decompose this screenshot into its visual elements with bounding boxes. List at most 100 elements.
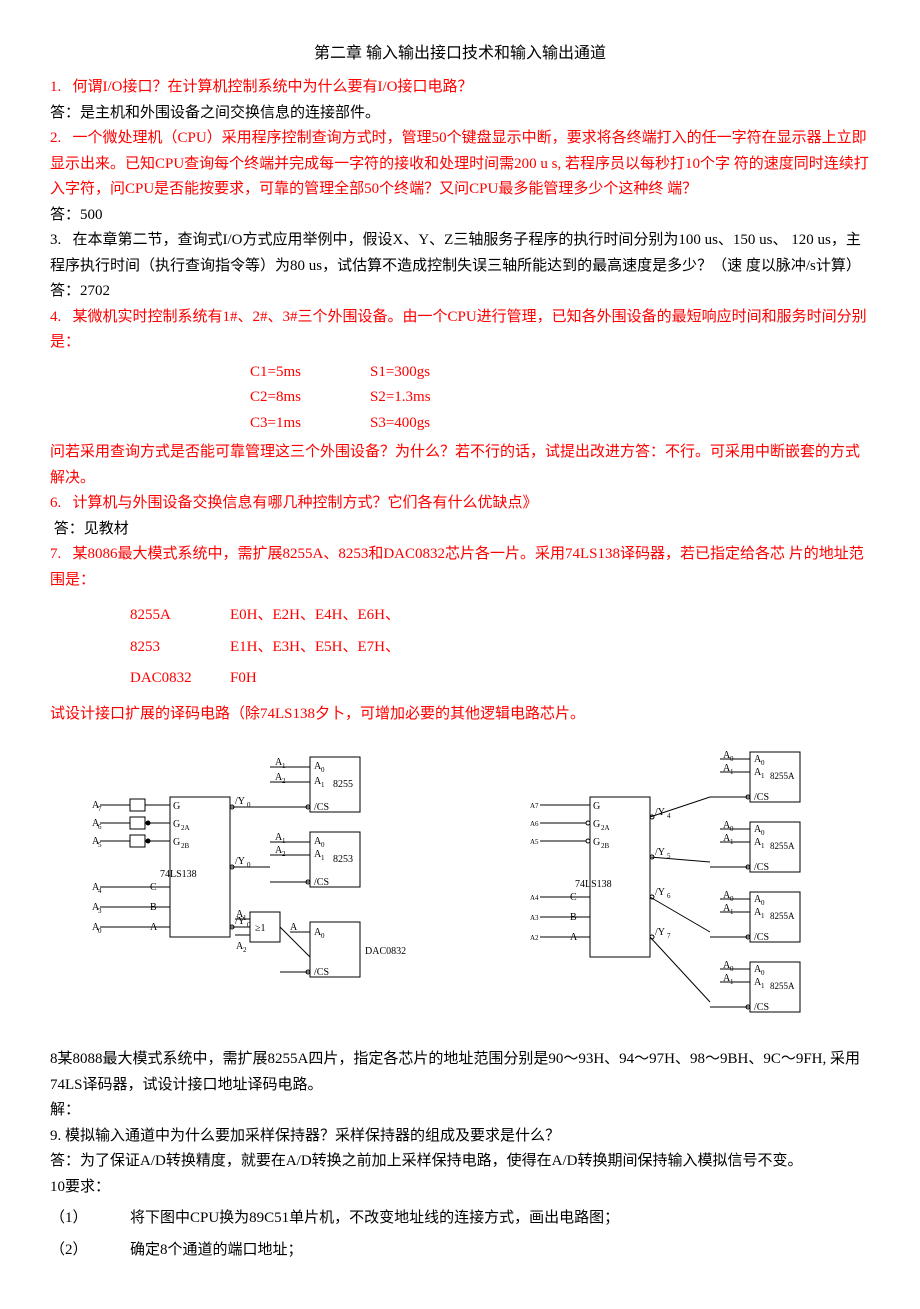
- svg-text:0: 0: [730, 825, 734, 833]
- svg-text:8255A: 8255A: [770, 981, 795, 991]
- q1: 1. 何谓I/O接口？在计算机控制系统中为什么要有I/O接口电路？: [50, 75, 870, 101]
- svg-text:/CS: /CS: [314, 877, 329, 888]
- list-item: （2） 确定8个通道的端口地址；: [50, 1238, 870, 1264]
- q6: 6. 计算机与外围设备交换信息有哪几种控制方式？它们各有什么优缺点》: [50, 491, 870, 517]
- svg-text:0: 0: [247, 921, 251, 929]
- addr-row: 8253 E1H、E3H、E5H、E7H、: [130, 635, 870, 661]
- svg-text:A2: A2: [530, 934, 539, 942]
- q2-ans-text: 500: [80, 207, 103, 223]
- svg-text:A7: A7: [530, 802, 539, 810]
- svg-text:/Y: /Y: [655, 847, 665, 858]
- q7-tail: 试设计接口扩展的译码电路（除74LS138夕卜，可增加必要的其他逻辑电路芯片。: [50, 702, 870, 728]
- svg-text:1: 1: [321, 854, 325, 862]
- q6-text: 计算机与外围设备交换信息有哪几种控制方式？它们各有什么优缺点》: [73, 495, 538, 511]
- q10-list: （1） 将下图中CPU换为89C51单片机，不改变地址线的连接方式，画出电路图；…: [50, 1206, 870, 1263]
- q4-c2: C2=8ms: [250, 385, 370, 411]
- svg-text:2: 2: [243, 946, 247, 954]
- addr-vals-dac0832: F0H: [230, 666, 257, 692]
- svg-text:2A: 2A: [601, 824, 610, 832]
- svg-text:8255A: 8255A: [770, 841, 795, 851]
- svg-text:A: A: [570, 932, 578, 943]
- svg-text:0: 0: [761, 829, 765, 837]
- svg-text:0: 0: [730, 965, 734, 973]
- svg-text:5: 5: [667, 852, 671, 860]
- q4-num: 4.: [50, 309, 61, 325]
- table-row: C3=1ms S3=400gs: [250, 411, 870, 437]
- q4-text: 某微机实时控制系统有1#、2#、3#三个外围设备。由一个CPU进行管理，已知各外…: [50, 309, 867, 351]
- addr-vals-8255a: E0H、E2H、E4H、E6H、: [230, 603, 400, 629]
- svg-text:A6: A6: [530, 820, 539, 828]
- decoder-label-right: 74LS138: [575, 879, 612, 890]
- svg-text:1: 1: [761, 772, 765, 780]
- svg-text:0: 0: [321, 841, 325, 849]
- svg-text:6: 6: [667, 892, 671, 900]
- svg-text:0: 0: [247, 801, 251, 809]
- q10-item1-text: 将下图中CPU换为89C51单片机，不改变地址线的连接方式，画出电路图；: [130, 1206, 619, 1232]
- q3-ans-text: 2702: [80, 283, 110, 299]
- q3-ans-label: 答：: [50, 283, 80, 299]
- q8: 8某8088最大模式系统中，需扩展8255A四片，指定各芯片的地址范围分别是90…: [50, 1047, 870, 1098]
- svg-text:8255: 8255: [333, 779, 353, 790]
- table-row: C1=5ms S1=300gs: [250, 360, 870, 386]
- svg-text:/Y: /Y: [655, 807, 665, 818]
- svg-text:G: G: [173, 837, 180, 848]
- svg-text:/Y: /Y: [655, 887, 665, 898]
- q2-ans-label: 答：: [50, 207, 80, 223]
- svg-text:DAC0832: DAC0832: [365, 946, 406, 957]
- svg-text:8253: 8253: [333, 854, 353, 865]
- svg-text:0: 0: [761, 759, 765, 767]
- decoder-label-left: 74LS138: [160, 869, 197, 880]
- q10-head: 10要求：: [50, 1175, 870, 1201]
- addr-vals-8253: E1H、E3H、E5H、E7H、: [230, 635, 400, 661]
- svg-text:2A: 2A: [181, 824, 190, 832]
- q1-answer: 答：是主机和外围设备之间交换信息的连接部件。: [50, 101, 870, 127]
- svg-text:7: 7: [98, 805, 102, 813]
- svg-text:G: G: [593, 801, 600, 812]
- svg-text:0: 0: [761, 899, 765, 907]
- q2-num: 2.: [50, 130, 61, 146]
- svg-text:6: 6: [98, 823, 102, 831]
- svg-text:/CS: /CS: [754, 862, 769, 873]
- svg-text:0: 0: [730, 755, 734, 763]
- q2-text: 一个微处理机（CPU）采用程序控制查询方式时，管理50个键盘显示中断，要求将各终…: [50, 130, 869, 197]
- svg-text:/CS: /CS: [314, 967, 329, 978]
- svg-text:G: G: [593, 837, 600, 848]
- q10-item2-num: （2）: [50, 1238, 130, 1264]
- q8-answer: 解：: [50, 1098, 870, 1124]
- q6-answer: 答：见教材: [50, 517, 870, 543]
- svg-text:G: G: [173, 801, 180, 812]
- svg-text:2B: 2B: [181, 842, 190, 850]
- left-circuit-svg: A7 A6 A5 G G2A G2B A4 A3 A0 C B A 74LS13…: [90, 737, 450, 997]
- svg-text:1: 1: [730, 838, 734, 846]
- svg-text:0: 0: [321, 932, 325, 940]
- svg-text:4: 4: [98, 887, 102, 895]
- q4-s2: S2=1.3ms: [370, 385, 490, 411]
- q7-text: 某8086最大模式系统中，需扩展8255A、8253和DAC0832芯片各一片。…: [50, 546, 864, 588]
- svg-text:≥1: ≥1: [255, 923, 266, 934]
- svg-text:1: 1: [243, 914, 247, 922]
- q3: 3. 在本章第二节，查询式I/O方式应用举例中，假设X、Y、Z三轴服务子程序的执…: [50, 228, 870, 279]
- svg-text:1: 1: [761, 982, 765, 990]
- right-circuit-svg: A7 A6 A5 G G2A G2B A4 A3 A2 C B A 74LS13…: [510, 737, 870, 1037]
- svg-text:/Y: /Y: [655, 927, 665, 938]
- svg-text:1: 1: [730, 768, 734, 776]
- svg-text:A: A: [150, 922, 158, 933]
- chapter-title: 第二章 输入输出接口技术和输入输出通道: [50, 40, 870, 67]
- q1-ans-label: 答：: [50, 105, 80, 121]
- q4: 4. 某微机实时控制系统有1#、2#、3#三个外围设备。由一个CPU进行管理，已…: [50, 305, 870, 356]
- addr-chip-8253: 8253: [130, 635, 230, 661]
- svg-text:B: B: [150, 902, 157, 913]
- svg-text:B: B: [570, 912, 577, 923]
- svg-text:A: A: [290, 922, 298, 933]
- svg-text:/CS: /CS: [314, 802, 329, 813]
- svg-text:/CS: /CS: [754, 1002, 769, 1013]
- q7: 7. 某8086最大模式系统中，需扩展8255A、8253和DAC0832芯片各…: [50, 542, 870, 593]
- q4-table: C1=5ms S1=300gs C2=8ms S2=1.3ms C3=1ms S…: [250, 360, 870, 437]
- q9-ans-label: 答：: [50, 1153, 80, 1169]
- svg-text:/Y: /Y: [235, 796, 245, 807]
- q4-s3: S3=400gs: [370, 411, 490, 437]
- svg-text:C: C: [570, 892, 577, 903]
- svg-text:8255A: 8255A: [770, 911, 795, 921]
- svg-text:3: 3: [98, 907, 102, 915]
- svg-text:1: 1: [282, 762, 286, 770]
